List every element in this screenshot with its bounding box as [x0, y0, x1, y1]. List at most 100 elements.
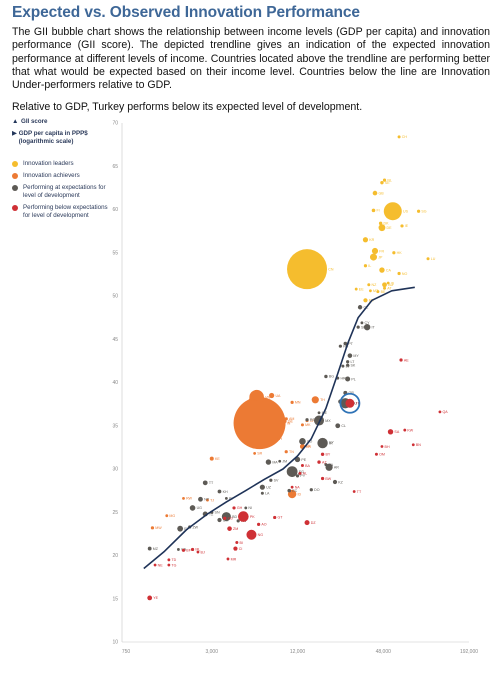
bubble	[318, 411, 321, 414]
bubble-label: BF	[186, 549, 191, 553]
bubble-label: PT	[348, 342, 353, 346]
bubble	[291, 401, 294, 404]
bubble-label: ML	[195, 548, 200, 552]
y-tick-label: 40	[112, 380, 118, 386]
bubble-label: TH	[320, 398, 325, 402]
bubble-label: QA	[443, 410, 449, 414]
bubble-label: IE	[405, 224, 409, 228]
y-tick-label: 45	[112, 337, 118, 343]
bubble-label: MN	[295, 401, 301, 405]
bubble-label: NP	[204, 498, 210, 502]
bubble-label: PK	[250, 515, 255, 519]
bubble-label: KE	[215, 457, 220, 461]
y-tick-label: 30	[112, 467, 118, 473]
bubble-label: FR	[379, 249, 384, 253]
bubble-label: NG	[258, 533, 264, 537]
bubble	[397, 272, 400, 275]
bubble	[260, 485, 265, 490]
bubble	[403, 429, 406, 432]
bubble-label: RW	[186, 497, 193, 501]
bubble-label: ZW	[192, 525, 198, 529]
bubble-label: JP	[378, 255, 383, 259]
bubble-label: CL	[341, 424, 346, 428]
bubble	[387, 282, 390, 285]
bubble-label: SV	[274, 479, 279, 483]
bubble	[182, 549, 185, 552]
bubble-label: BY	[325, 453, 330, 457]
bubble-label: AE	[404, 358, 409, 362]
bubble	[257, 523, 260, 526]
bubble	[177, 526, 183, 532]
bubble	[310, 488, 313, 491]
bubble-label: CH	[402, 135, 408, 139]
x-tick-label: 12,000	[290, 649, 306, 655]
bubble	[355, 288, 358, 291]
bubble	[299, 438, 306, 445]
bubble	[382, 282, 387, 287]
y-tick-label: 55	[112, 250, 118, 256]
bubble-label: ZM	[233, 527, 238, 531]
bubble-label: PH	[277, 437, 282, 441]
bubble-label: TD	[171, 558, 176, 562]
bubble	[339, 345, 342, 348]
bubble-label: BI	[240, 541, 243, 545]
bubble	[317, 438, 327, 448]
bubble	[261, 492, 264, 495]
bubble-label: NO	[402, 272, 408, 276]
bubble	[278, 460, 281, 463]
bubble	[346, 360, 349, 363]
bubble	[369, 289, 372, 292]
bubble	[296, 474, 299, 477]
y-tick-label: 65	[112, 164, 118, 170]
bubble-label: NI	[248, 506, 252, 510]
bubble	[400, 224, 403, 227]
bubble-label: UZ	[266, 485, 272, 489]
bubble	[427, 257, 430, 260]
bubble	[345, 399, 354, 408]
bubble-label: ID	[298, 492, 302, 496]
bubble-label: FI	[376, 209, 379, 213]
bubble-label: IR	[329, 441, 333, 445]
bubble-label: KZ	[338, 480, 343, 484]
bubble-label: MW	[155, 526, 162, 530]
bubble-label: MD	[253, 398, 259, 402]
bubble-label: LU	[431, 257, 436, 261]
bubble	[361, 321, 364, 324]
bubble	[364, 264, 367, 267]
bubble-label: YE	[153, 596, 158, 600]
bubble-label: UA	[275, 394, 281, 398]
y-tick-label: 35	[112, 423, 118, 429]
bubble-label: BH	[385, 445, 390, 449]
bubble	[287, 489, 291, 493]
bubble-label: HK	[397, 251, 403, 255]
bubble	[167, 564, 170, 567]
bubble	[381, 445, 384, 448]
bubble	[367, 283, 370, 286]
bubble	[412, 443, 415, 446]
bubble	[234, 397, 286, 449]
bubble	[312, 396, 319, 403]
bubble	[399, 358, 402, 361]
bubble	[235, 541, 238, 544]
bubble-label: BW	[325, 477, 331, 481]
bubble	[218, 490, 222, 494]
bubble	[301, 464, 304, 467]
bubble-label: MK	[305, 423, 311, 427]
x-tick-label: 192,000	[460, 649, 478, 655]
bubble	[388, 429, 393, 434]
bubble	[363, 298, 367, 302]
bubble-label: GB	[378, 191, 384, 195]
bubble-label: SA	[394, 430, 399, 434]
bubble	[253, 452, 256, 455]
y-tick-label: 15	[112, 596, 118, 602]
bubble	[217, 518, 221, 522]
bubble-label: EC	[292, 489, 297, 493]
bubble	[372, 209, 376, 213]
bubble	[305, 520, 310, 525]
bubble-label: MY	[353, 354, 359, 358]
bubble-label: AR	[334, 466, 339, 470]
bubble	[324, 375, 327, 378]
bubble	[177, 548, 180, 551]
bubble	[238, 511, 249, 522]
bubble	[345, 377, 350, 382]
